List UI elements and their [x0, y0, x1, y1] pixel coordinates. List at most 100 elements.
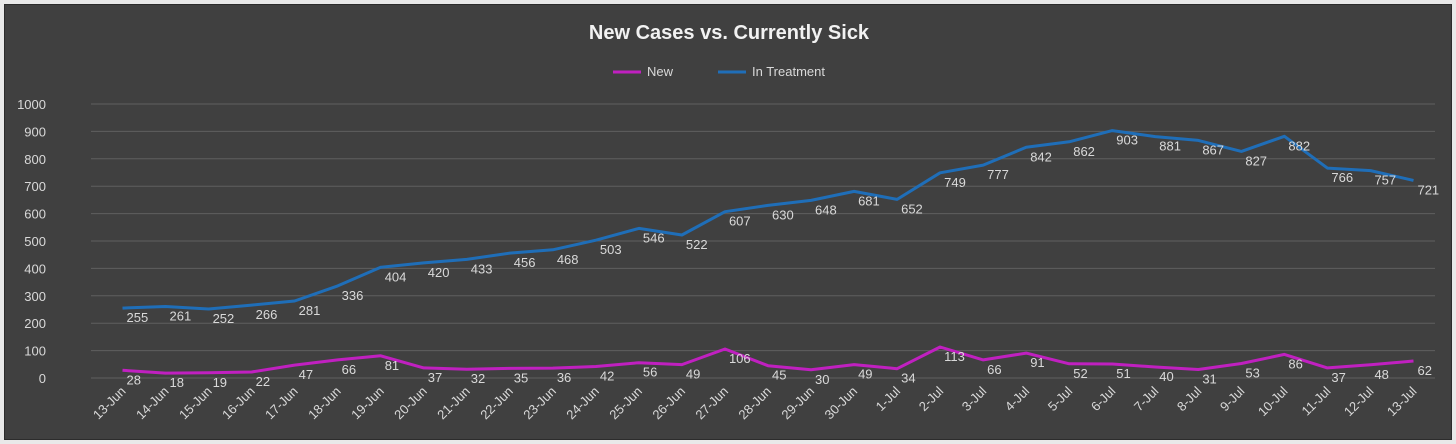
data-label: 45 [772, 368, 786, 383]
y-axis: 0 100 200 300 400 500 600 700 800 900 1000 [17, 97, 46, 386]
data-label: 22 [256, 374, 270, 389]
data-label: 721 [1417, 182, 1439, 197]
x-tick-label: 7-Jul [1131, 383, 1162, 414]
legend-label-0: New [647, 64, 674, 79]
data-label: 757 [1374, 173, 1396, 188]
data-label: 882 [1288, 138, 1310, 153]
x-tick-label: 1-Jul [873, 383, 904, 414]
x-tick-label: 25-Jun [606, 384, 645, 423]
data-label: 681 [858, 193, 880, 208]
x-tick-label: 10-Jul [1255, 383, 1291, 419]
series-lines [122, 129, 1414, 375]
x-tick-label: 23-Jun [520, 384, 559, 423]
data-label: 652 [901, 201, 923, 216]
data-label: 336 [342, 288, 364, 303]
data-label: 91 [1030, 355, 1044, 370]
x-axis: 13-Jun 14-Jun 15-Jun 16-Jun 17-Jun 18-Jun 19-J… [90, 383, 1420, 422]
series-line-1 [122, 129, 1414, 311]
y-tick-label: 100 [24, 344, 46, 359]
x-tick-label: 17-Jun [262, 384, 301, 423]
data-label: 261 [170, 308, 192, 323]
data-label: 433 [471, 261, 493, 276]
y-tick-label: 800 [24, 152, 46, 167]
x-tick-label: 13-Jun [90, 384, 129, 423]
data-label: 255 [127, 310, 149, 325]
legend-label-1: In Treatment [752, 64, 825, 79]
data-label: 862 [1073, 144, 1095, 159]
data-label: 62 [1417, 363, 1431, 378]
y-tick-label: 300 [24, 289, 46, 304]
y-tick-label: 700 [24, 179, 46, 194]
data-label: 766 [1331, 170, 1353, 185]
data-label: 867 [1202, 142, 1224, 157]
x-tick-label: 14-Jun [133, 384, 172, 423]
data-label: 52 [1073, 366, 1087, 381]
data-label: 40 [1159, 369, 1173, 384]
data-label: 56 [643, 365, 657, 380]
x-tick-label: 18-Jun [305, 384, 344, 423]
data-label: 66 [342, 362, 356, 377]
data-label: 404 [385, 269, 407, 284]
data-label: 18 [170, 375, 184, 390]
gridlines [91, 103, 1435, 379]
y-tick-label: 200 [24, 316, 46, 331]
data-label: 607 [729, 214, 751, 229]
x-tick-label: 30-Jun [821, 384, 860, 423]
y-tick-label: 400 [24, 261, 46, 276]
data-label: 468 [557, 252, 579, 267]
x-tick-label: 21-Jun [434, 384, 473, 423]
data-label: 51 [1116, 366, 1130, 381]
chart-area: New Cases vs. Currently Sick New In Treat… [4, 4, 1452, 440]
x-tick-label: 4-Jul [1002, 383, 1033, 414]
data-label: 777 [987, 167, 1009, 182]
x-tick-label: 6-Jul [1088, 383, 1119, 414]
data-label: 53 [1245, 365, 1259, 380]
x-tick-label: 27-Jun [692, 384, 731, 423]
data-label: 630 [772, 207, 794, 222]
y-tick-label: 900 [24, 124, 46, 139]
x-tick-label: 24-Jun [563, 384, 602, 423]
data-label: 35 [514, 370, 528, 385]
x-tick-label: 22-Jun [477, 384, 516, 423]
data-label: 546 [643, 230, 665, 245]
data-label: 903 [1116, 133, 1138, 148]
line-chart: New Cases vs. Currently Sick New In Treat… [17, 22, 1439, 422]
data-label: 881 [1159, 139, 1181, 154]
data-label: 106 [729, 351, 751, 366]
data-label: 37 [428, 370, 442, 385]
data-label: 420 [428, 265, 450, 280]
data-label: 48 [1374, 367, 1388, 382]
legend: New In Treatment [613, 64, 825, 79]
data-label: 49 [686, 367, 700, 382]
y-tick-label: 0 [39, 371, 46, 386]
data-label: 36 [557, 370, 571, 385]
data-label: 28 [127, 372, 141, 387]
data-label: 827 [1245, 153, 1267, 168]
data-label: 113 [944, 349, 965, 364]
x-tick-label: 3-Jul [959, 383, 990, 414]
data-label: 66 [987, 362, 1001, 377]
data-label: 31 [1202, 372, 1216, 387]
y-tick-label: 500 [24, 234, 46, 249]
data-label: 42 [600, 368, 614, 383]
data-label: 648 [815, 202, 837, 217]
data-label: 266 [256, 307, 278, 322]
x-tick-label: 11-Jul [1299, 383, 1334, 418]
data-label: 749 [944, 175, 966, 190]
data-label: 30 [815, 372, 829, 387]
x-tick-label: 8-Jul [1174, 383, 1205, 414]
x-tick-label: 19-Jun [348, 384, 387, 423]
x-tick-label: 13-Jul [1384, 383, 1420, 419]
data-label: 47 [299, 367, 313, 382]
data-label: 456 [514, 255, 536, 270]
data-label: 281 [299, 303, 321, 318]
x-tick-label: 5-Jul [1045, 383, 1076, 414]
data-label: 522 [686, 237, 708, 252]
data-label: 34 [901, 371, 915, 386]
data-label: 37 [1331, 370, 1345, 385]
data-label: 49 [858, 367, 872, 382]
x-tick-label: 12-Jul [1341, 383, 1377, 419]
x-tick-label: 20-Jun [391, 384, 430, 423]
x-tick-label: 2-Jul [916, 383, 947, 414]
x-tick-label: 26-Jun [649, 384, 688, 423]
